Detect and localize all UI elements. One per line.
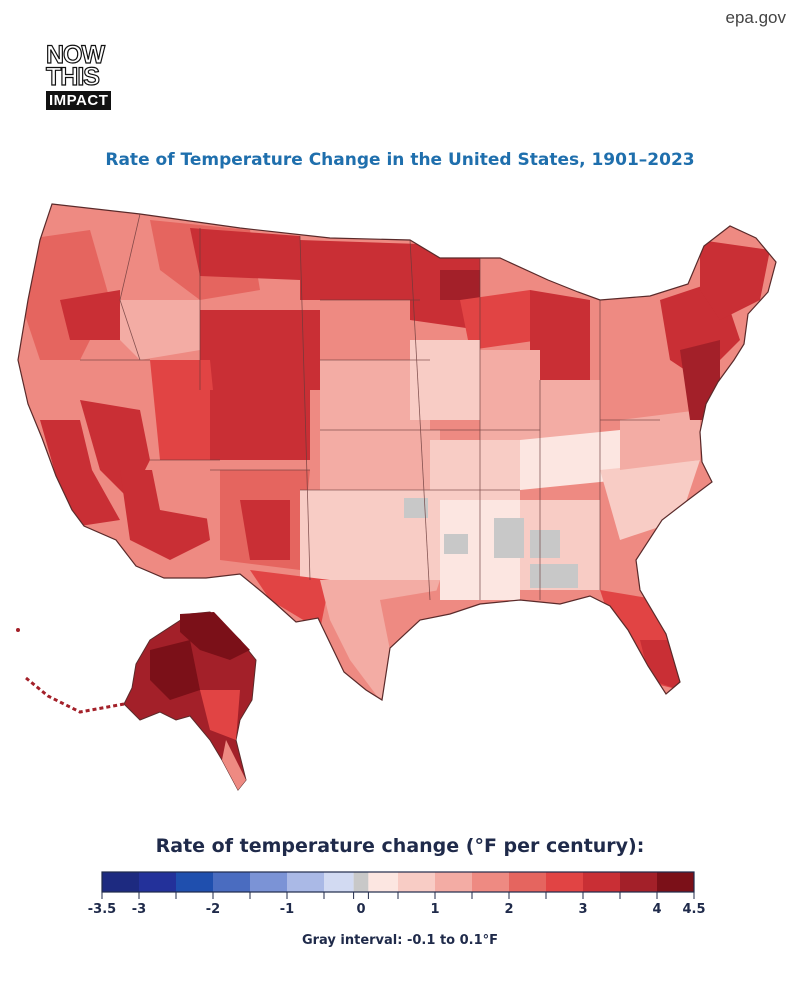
legend-tick-label: -2 [205,902,221,917]
region-missouri-arkansas [430,440,520,500]
region-maine [700,240,770,320]
legend-bin-6 [324,872,354,892]
legend-bin-0 [102,872,139,892]
legend-bin-3 [213,872,250,892]
region-gray-4 [530,530,560,558]
legend-bin-11 [472,872,509,892]
region-south-dakota [320,300,420,360]
alaska-panhandle [222,740,246,790]
legend-bin-14 [583,872,620,892]
region-gray-5 [530,564,578,588]
region-pennsylvania [600,350,660,420]
region-gray-2 [444,534,468,554]
footer-band [0,970,800,1000]
region-kansas-oklahoma [320,430,440,490]
alaska-southcentral [200,690,240,740]
legend-bin-1 [139,872,176,892]
region-wyoming [200,310,320,390]
logo-line-now: NOW [45,41,105,69]
map-title: Rate of Temperature Change in the United… [105,150,695,170]
legend-tick-label: 4.5 [682,902,706,917]
region-arizona-central [150,460,220,520]
legend-bin-12 [509,872,546,892]
region-minnesota-north [440,270,480,300]
region-virginia [620,410,700,470]
legend-tick-label: 3 [578,902,588,917]
alaska-north-slope [180,612,250,660]
region-west-texas [250,570,330,630]
legend-tick-label: 2 [504,902,514,917]
region-new-mexico-central [240,500,290,560]
alaska-interior [150,640,200,700]
region-texas-coast [380,590,440,650]
region-oregon-interior [60,290,120,340]
region-colorado [210,390,310,460]
region-nebraska-kansas [320,360,430,430]
alaska-island [16,628,20,632]
logo-line-this: THIS [45,63,100,91]
legend-tick-label: 4 [652,902,662,917]
region-southern-california [40,420,120,526]
legend-bin-2 [176,872,213,892]
region-oklahoma-texas [300,490,460,580]
legend-bin-10 [435,872,472,892]
legend-tick-label: -1 [279,902,295,917]
state-borders [80,213,660,601]
region-gray-1 [404,498,428,518]
legend-tick-label: -3.5 [87,902,117,917]
region-south-florida [640,640,680,690]
logo-line-impact: IMPACT [46,91,112,110]
legend-bin-4 [250,872,287,892]
legend-bin-5 [287,872,324,892]
region-north-dakota [300,240,420,300]
region-idaho [120,300,200,360]
alaska [16,611,257,791]
nowthis-impact-logo: NOW THIS IMPACT [45,41,132,110]
region-iowa [410,340,480,420]
legend-bin-16 [657,872,694,892]
region-michigan [530,290,590,380]
legend-tick-label: 0 [356,902,366,917]
region-illinois [480,350,540,440]
legend-bin-13 [546,872,583,892]
header-band [0,0,800,124]
legend-tick-label: -3 [131,902,147,917]
contiguous-us [17,203,777,701]
legend-bin-9 [398,872,435,892]
legend-title: Rate of temperature change (°F per centu… [155,835,645,857]
region-kentucky-tennessee [520,430,620,490]
legend-tick-label: 1 [430,902,440,917]
region-montana-north [190,228,300,280]
legend-bin-15 [620,872,657,892]
legend-bin-8 [368,872,398,892]
aleutian-islands [25,676,125,714]
region-indiana-ohio [540,380,600,440]
legend-colorbar [101,871,695,899]
source-label[interactable]: epa.gov [725,8,787,27]
legend-bin-7 [353,872,369,892]
us-outline [17,203,777,701]
region-utah [150,360,220,460]
region-gray-3 [494,518,524,558]
legend-gray-note: Gray interval: -0.1 to 0.1°F [301,933,499,948]
